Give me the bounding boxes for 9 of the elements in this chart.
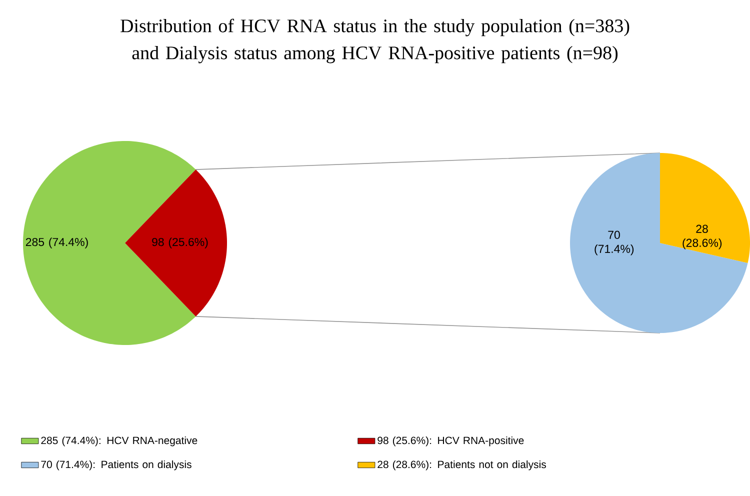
legend-label: 70 (71.4%): Patients on dialysis bbox=[41, 460, 192, 470]
data-label: 98 (25.6%) bbox=[152, 238, 208, 248]
legend-label: 285 (74.4%): HCV RNA-negative bbox=[41, 436, 198, 446]
data-label: 70 (71.4%) bbox=[594, 230, 634, 256]
data-label: 28 (28.6%) bbox=[682, 224, 722, 250]
data-label: 285 (74.4%) bbox=[26, 238, 88, 248]
legend-label: 98 (25.6%): HCV RNA-positive bbox=[378, 436, 524, 446]
legend-label: 28 (28.6%): Patients not on dialysis bbox=[378, 460, 546, 470]
chart-title: Distribution of HCV RNA status in the study population (n=383) and Dialysis status among HCV RNA-positive patients (n=98) bbox=[120, 18, 630, 64]
